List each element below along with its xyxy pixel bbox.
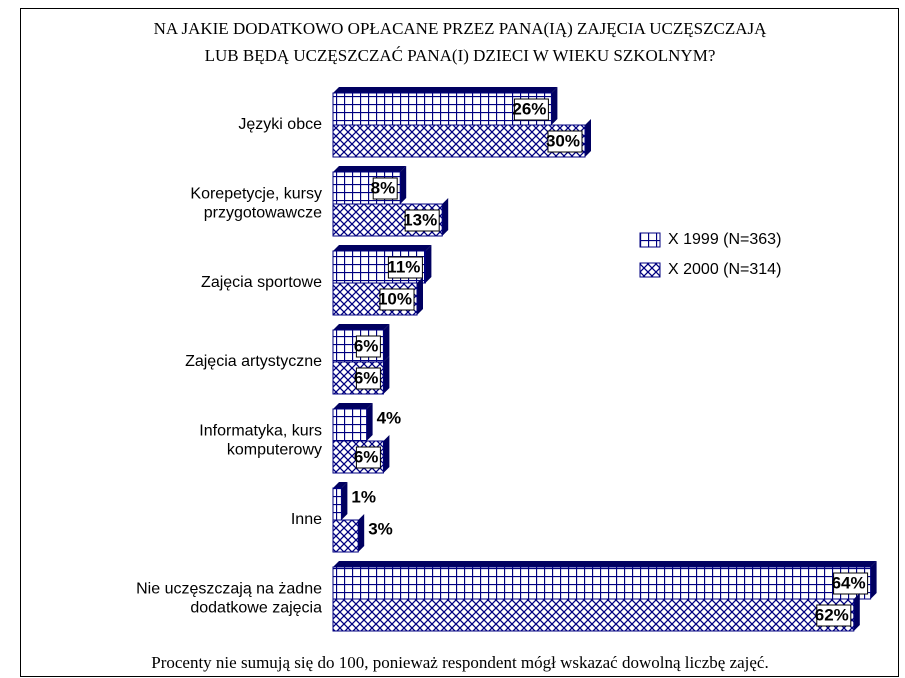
category-label: Zajęcia sportowe	[201, 274, 322, 291]
legend-label: X 2000 (N=314)	[668, 261, 781, 278]
bar	[332, 566, 872, 600]
bar-top	[333, 166, 407, 172]
legend-swatch	[639, 262, 661, 278]
value-label: 13%	[403, 210, 437, 229]
value-label: 6%	[354, 368, 379, 387]
value-label-box	[816, 604, 852, 627]
value-label: 64%	[832, 573, 866, 592]
value-label-box	[379, 288, 415, 311]
category-label: Informatyka, kurs komputerowy	[199, 423, 322, 459]
bar-group: 10%	[332, 277, 423, 316]
bar	[332, 487, 342, 521]
bar-top	[333, 324, 390, 330]
category-label: Korepetycje, kursy przygotowawcze	[190, 186, 322, 222]
value-label-box	[355, 335, 381, 358]
bar-side	[551, 87, 558, 125]
value-label-box	[387, 256, 423, 279]
bar	[332, 124, 586, 158]
bar-group: 8%	[332, 166, 407, 205]
value-label-box	[372, 177, 398, 200]
bar-group: 30%	[332, 119, 591, 158]
footnote: Procenty nie sumują się do 100, ponieważ…	[151, 653, 768, 672]
bar-side	[383, 435, 390, 473]
bar-side	[383, 324, 390, 362]
value-label: 6%	[354, 447, 379, 466]
value-label: 11%	[387, 257, 420, 276]
bar-group: 4%	[332, 403, 402, 442]
value-label: 3%	[368, 519, 393, 538]
bar-top	[333, 482, 348, 488]
bar-group: 26%	[332, 87, 558, 126]
chart-title: LUB BĘDĄ UCZĘSZCZAĆ PANA(I) DZIECI W WIE…	[205, 46, 716, 65]
bar	[332, 519, 359, 553]
bar	[332, 598, 855, 632]
legend-swatch	[639, 232, 661, 248]
value-label-box	[404, 209, 440, 232]
value-label: 30%	[546, 131, 580, 150]
category-label: Języki obce	[238, 116, 322, 133]
value-label: 6%	[354, 336, 379, 355]
bar	[332, 408, 368, 442]
bar-side	[425, 245, 432, 283]
bar-top	[333, 245, 432, 251]
value-label: 8%	[371, 178, 396, 197]
bar-side	[585, 119, 591, 157]
bar-side	[400, 166, 407, 204]
category-label: Zajęcia artystyczne	[185, 353, 322, 370]
value-label-box	[513, 98, 549, 121]
bar-top	[333, 403, 373, 409]
value-label-box	[833, 572, 869, 595]
value-label: 62%	[815, 605, 849, 624]
bar-group: 6%	[332, 435, 390, 474]
bar-group: 1%	[332, 482, 376, 521]
bar-side	[358, 514, 365, 552]
frame	[20, 8, 899, 677]
bar-top	[333, 87, 558, 93]
bar-side	[366, 403, 373, 441]
bar-group: 64%	[332, 561, 877, 600]
bar-side	[853, 593, 860, 631]
category-label: Nie uczęszczają na żadne dodatkowe zajęci…	[136, 581, 322, 617]
bar-side	[383, 356, 390, 394]
category-label: Inne	[291, 511, 322, 528]
chart-title: NA JAKIE DODATKOWO OPŁACANE PRZEZ PANA(I…	[154, 19, 768, 38]
bar-group: 11%	[332, 245, 432, 284]
bar-group: 13%	[332, 198, 449, 237]
value-label-box	[355, 367, 381, 390]
bar-group: 6%	[332, 356, 390, 395]
value-label: 26%	[512, 99, 546, 118]
bar-side	[417, 277, 423, 315]
bar-side	[341, 482, 348, 520]
value-label: 1%	[351, 487, 376, 506]
value-label-box	[355, 446, 381, 469]
bar-side	[870, 561, 877, 599]
bar-group: 62%	[332, 593, 860, 632]
bar-side	[442, 198, 449, 236]
value-label-box	[547, 130, 583, 153]
value-label: 10%	[378, 289, 412, 308]
bar-top	[333, 561, 877, 567]
bar-group: 6%	[332, 324, 390, 363]
value-label: 4%	[377, 408, 402, 427]
legend-label: X 1999 (N=363)	[668, 231, 781, 248]
bar-group: 3%	[332, 514, 393, 553]
